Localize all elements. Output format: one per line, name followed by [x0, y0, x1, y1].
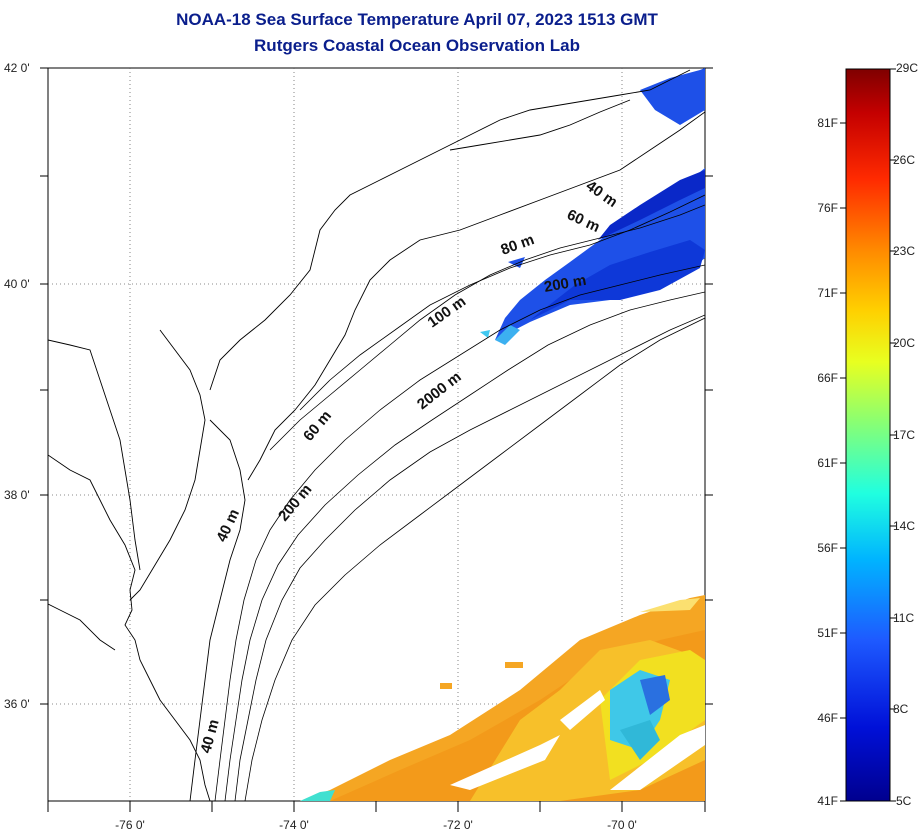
lon-label: -74 0' — [279, 818, 309, 832]
lat-label: 36 0' — [4, 697, 30, 711]
colorbar-label: 26C — [893, 153, 915, 167]
lat-label: 40 0' — [4, 277, 30, 291]
map-subtitle: Rutgers Coastal Ocean Observation Lab — [254, 36, 580, 55]
colorbar-label: 11C — [893, 611, 914, 625]
colorbar-label: 23C — [893, 244, 915, 258]
colorbar-label: 76F — [817, 201, 838, 215]
lon-label: -72 0' — [443, 818, 473, 832]
colorbar-label: 5C — [896, 794, 912, 808]
colorbar-label: 71F — [817, 286, 838, 300]
graticule — [48, 68, 705, 801]
longitude-labels: -76 0' -74 0' -72 0' -70 0' — [115, 818, 637, 832]
colorbar-label: 14C — [893, 519, 915, 533]
axis-ticks — [40, 67, 713, 812]
sst-data-south — [300, 595, 705, 801]
colorbar-label: 56F — [817, 541, 838, 555]
colorbar-label: 20C — [893, 336, 915, 350]
colorbar-label: 61F — [817, 456, 838, 470]
lon-label: -76 0' — [115, 818, 145, 832]
lon-label: -70 0' — [607, 818, 637, 832]
colorbar-label: 51F — [817, 626, 838, 640]
colorbar-label: 46F — [817, 711, 838, 725]
colorbar-label: 17C — [893, 428, 915, 442]
lat-label: 38 0' — [4, 488, 30, 502]
coastline — [48, 69, 705, 801]
colorbar-ticks — [840, 68, 896, 802]
sst-data-north — [480, 68, 705, 345]
colorbar-celsius-labels: 29C 26C 23C 20C 17C 14C 11C 8C 5C — [893, 61, 918, 808]
lat-label: 42 0' — [4, 61, 30, 75]
bathymetry-contours — [214, 194, 705, 801]
colorbar-fahrenheit-labels: 81F 76F 71F 66F 61F 56F 51F 46F 41F — [817, 116, 838, 808]
colorbar-label: 66F — [817, 371, 838, 385]
colorbar-label: 41F — [817, 794, 838, 808]
colorbar-label: 29C — [896, 61, 918, 75]
map-title: NOAA-18 Sea Surface Temperature April 07… — [176, 10, 658, 29]
colorbar — [845, 68, 891, 802]
colorbar-label: 81F — [817, 116, 838, 130]
colorbar-label: 8C — [893, 702, 909, 716]
latitude-labels: 42 0' 40 0' 38 0' 36 0' — [4, 61, 30, 711]
